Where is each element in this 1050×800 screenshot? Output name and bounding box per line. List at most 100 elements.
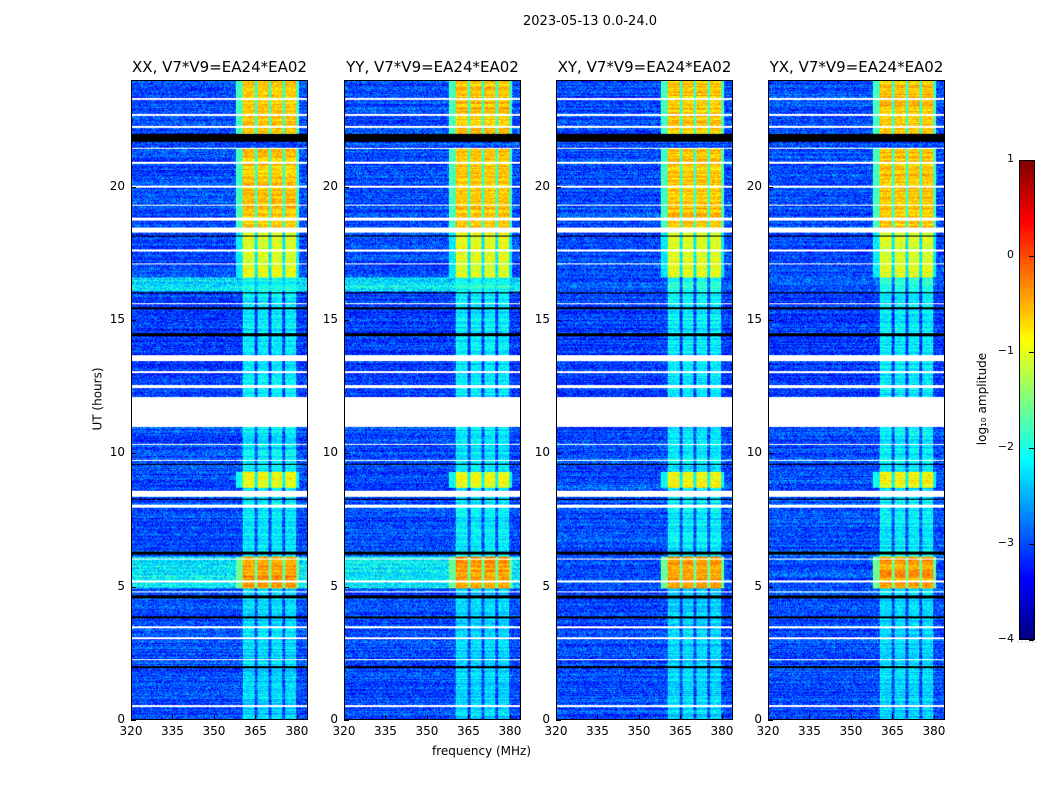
y-tick-label: 0 [542,712,550,726]
x-tick-mark [296,715,298,720]
colorbar-dots: ······ [1017,638,1039,647]
colorbar-tick-mark [1029,352,1034,353]
x-tick-label: 320 [544,724,568,738]
x-tick-label: 335 [586,724,609,738]
y-tick-mark [768,720,773,721]
x-tick-mark [172,715,174,720]
y-tick-label: 5 [754,578,762,593]
x-tick-mark [213,715,215,720]
x-tick-mark [509,715,511,720]
y-tick-label: 5 [330,578,338,593]
y-tick-mark [344,720,349,721]
x-tick-mark [468,715,470,720]
x-tick-mark [556,715,557,720]
x-tick-label: 365 [881,724,904,738]
y-tick-label: 20 [534,178,550,193]
y-tick-mark [131,320,136,321]
x-tick-label: 380 [285,724,309,738]
x-tick-mark [809,715,811,720]
heatmap-image [345,81,520,719]
x-tick-label: 380 [922,724,946,738]
x-tick-mark [255,715,257,720]
colorbar-gradient [1020,161,1034,639]
x-tick-mark [933,715,935,720]
x-tick-label: 380 [710,724,734,738]
x-tick-label: 365 [669,724,692,738]
x-tick-label: 335 [374,724,397,738]
x-tick-mark [892,715,894,720]
y-tick-mark [768,586,773,588]
heatmap-image [557,81,732,719]
panel-title: YX, V7*V9=EA24*EA02 [769,58,944,76]
colorbar-tick-mark [1029,256,1034,257]
y-tick-label: 15 [746,312,762,326]
colorbar-tick-label: −1 [997,344,1014,357]
colorbar [1019,160,1035,640]
y-tick-label: 0 [330,712,338,726]
x-tick-label: 320 [119,724,143,738]
x-tick-label: 350 [415,724,439,738]
colorbar-label: log₁₀ amplitude [975,352,989,446]
heatmap-image [769,81,944,719]
y-tick-label: 10 [109,445,125,460]
x-tick-mark [385,715,387,720]
y-tick-mark [556,320,561,321]
colorbar-tick-mark [1029,640,1034,641]
y-tick-mark [768,186,773,188]
heatmap-panel [768,80,945,720]
y-tick-mark [131,586,136,588]
y-tick-label: 20 [746,178,762,193]
y-tick-mark [131,453,136,455]
x-tick-label: 380 [498,724,522,738]
y-tick-mark [344,186,349,188]
x-tick-label: 350 [839,724,863,738]
x-tick-mark [680,715,682,720]
y-tick-label: 0 [754,712,762,726]
colorbar-tick-label: −4 [997,632,1014,645]
y-tick-label: 5 [542,578,550,593]
y-tick-mark [768,453,773,455]
y-tick-label: 15 [109,312,125,326]
heatmap-panel [344,80,521,720]
y-tick-label: 10 [746,445,762,460]
y-tick-mark [344,453,349,455]
y-tick-label: 0 [117,712,125,726]
y-tick-mark [344,586,349,588]
y-tick-label: 15 [322,312,338,326]
colorbar-tick-label: 1 [1007,152,1014,165]
y-tick-mark [556,186,561,188]
y-tick-label: 10 [322,445,338,460]
x-tick-mark [850,715,852,720]
colorbar-tick-label: −3 [997,536,1014,549]
y-tick-mark [556,586,561,588]
x-tick-label: 335 [161,724,184,738]
x-tick-label: 365 [244,724,267,738]
panel-title: XY, V7*V9=EA24*EA02 [557,58,732,76]
y-axis-label: UT (hours) [90,367,105,431]
x-tick-label: 350 [202,724,226,738]
x-tick-label: 320 [332,724,356,738]
colorbar-tick-mark [1029,448,1034,449]
x-tick-mark [426,715,428,720]
x-tick-label: 365 [457,724,480,738]
y-tick-label: 5 [117,578,125,593]
x-tick-mark [638,715,640,720]
y-tick-mark [344,320,349,321]
heatmap-panel [556,80,733,720]
panel-title: XX, V7*V9=EA24*EA02 [132,58,307,76]
y-tick-mark [556,453,561,455]
y-tick-mark [131,720,136,721]
x-tick-mark [768,715,769,720]
x-tick-mark [344,715,345,720]
colorbar-tick-label: −2 [997,440,1014,453]
x-tick-mark [721,715,723,720]
colorbar-tick-mark [1029,160,1034,161]
colorbar-tick-label: 0 [1007,248,1014,261]
y-tick-label: 15 [534,312,550,326]
y-tick-mark [768,320,773,321]
heatmap-image [132,81,307,719]
y-tick-label: 10 [534,445,550,460]
y-tick-mark [131,186,136,188]
panel-title: YY, V7*V9=EA24*EA02 [346,58,519,76]
